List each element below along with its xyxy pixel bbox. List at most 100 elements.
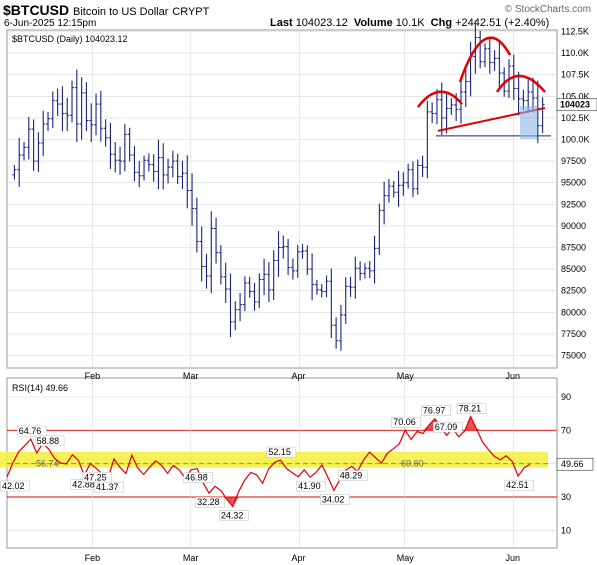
rsi-value-label: 46.98 — [185, 473, 208, 483]
price-bar — [233, 301, 238, 331]
rsi-value-label: 41.90 — [298, 481, 321, 491]
price-bar — [185, 155, 190, 209]
price-bar — [132, 145, 137, 182]
rsi-value-label-box — [320, 494, 350, 505]
price-bar — [46, 111, 51, 131]
price-bar — [391, 180, 396, 198]
rsi-value-label: 24.32 — [221, 510, 244, 520]
price-panel-frame — [6, 29, 558, 369]
symbol-title: $BTCUSD Bitcoin to US Dollar CRYPT — [3, 2, 209, 18]
price-tick-label: 90000 — [561, 221, 586, 231]
price-bar — [276, 231, 281, 277]
price-bar — [247, 276, 252, 298]
price-tick-label: 80000 — [561, 307, 586, 317]
price-bar — [362, 263, 367, 279]
price-bar — [334, 317, 339, 349]
price-bar — [55, 88, 60, 117]
price-bar — [372, 235, 377, 284]
price-bar — [290, 258, 295, 280]
price-bar — [228, 273, 233, 338]
rsi-value-label: 42.88 — [72, 480, 95, 490]
price-bar — [377, 203, 382, 256]
rsi-value-label: 70.06 — [393, 417, 416, 427]
price-bar — [79, 77, 84, 140]
price-bar — [98, 90, 103, 142]
price-bar — [17, 137, 22, 187]
rsi-month-label: Jun — [505, 553, 520, 563]
price-bar — [218, 245, 223, 285]
rsi-value-label-box — [296, 480, 326, 492]
price-bar — [108, 122, 113, 170]
rsi-tick-label: 70 — [561, 425, 571, 435]
exchange: CRYPT — [172, 6, 210, 18]
price-bar — [314, 279, 319, 295]
price-month-label: Jun — [505, 371, 520, 381]
price-bar — [449, 98, 454, 115]
price-bar — [386, 179, 391, 203]
price-month-label: Mar — [183, 371, 199, 381]
price-tick-label: 92500 — [561, 199, 586, 209]
price-bar — [492, 50, 497, 71]
price-bar — [137, 160, 142, 188]
price-tick-label: 85000 — [561, 264, 586, 274]
price-bar — [238, 292, 243, 322]
price-bar — [252, 282, 257, 311]
price-bar — [242, 276, 247, 312]
price-bar — [401, 172, 406, 196]
price-bar — [175, 153, 180, 185]
price-bar — [113, 142, 118, 173]
price-bar — [41, 110, 46, 157]
rsi-month-label: Apr — [292, 553, 306, 563]
head-arc — [458, 36, 512, 83]
rsi-overbought-fill — [423, 425, 429, 431]
right-shoulder-arc — [495, 74, 546, 93]
price-bar — [463, 66, 468, 108]
price-bar — [497, 41, 502, 91]
rsi-value-label: 78.21 — [459, 404, 482, 414]
rsi-value-label-box — [337, 470, 368, 481]
price-bar — [12, 165, 17, 180]
rsi-value-label-box — [195, 496, 225, 508]
price-bar — [94, 93, 99, 136]
rsi-value-label: 47.25 — [84, 472, 107, 482]
rsi-value-label: 42.51 — [506, 480, 529, 490]
rsi-tick-label: 10 — [561, 525, 571, 535]
price-month-label: Apr — [292, 371, 306, 381]
price-bar — [190, 173, 195, 226]
price-bar — [65, 97, 70, 132]
last-label: Last — [270, 17, 293, 29]
rsi-highlight-band: 56.74 60.60 — [0, 451, 548, 469]
rsi-value-label: 42.02 — [2, 481, 25, 491]
price-bar — [295, 244, 300, 278]
price-bar — [194, 197, 199, 253]
price-bar — [343, 277, 348, 324]
month-axis: Feb Feb Mar Mar Apr Apr May May Jun Jun — [85, 371, 520, 563]
price-bar — [439, 82, 444, 136]
price-bar — [458, 77, 463, 124]
rsi-value-label-box — [433, 421, 463, 433]
price-tick-label: 82500 — [561, 286, 586, 296]
rsi-value-label-box — [183, 472, 213, 483]
price-bar — [103, 119, 108, 147]
price-tick-label: 87500 — [561, 243, 586, 253]
rsi-value-label: 48.29 — [340, 471, 363, 481]
rsi-value-label: 32.28 — [197, 497, 220, 507]
price-bar — [31, 119, 36, 171]
price-bar — [300, 244, 305, 259]
price-bar — [60, 86, 65, 132]
rsi-month-label: May — [397, 553, 415, 563]
rsi-overbought-fill — [476, 428, 483, 431]
rsi-value-label: 41.37 — [96, 482, 119, 492]
rsi-last-tag-box — [556, 457, 594, 471]
price-bar — [281, 235, 286, 259]
price-bar — [444, 92, 449, 134]
price-axis: 75000 77500 80000 82500 85000 87500 90000 92500… — [556, 27, 597, 361]
price-bar — [396, 170, 401, 207]
rsi-tick-label: 30 — [561, 492, 571, 502]
rsi-value-label: 58.88 — [37, 436, 60, 446]
volume-label: Volume — [353, 17, 393, 29]
price-bar — [434, 89, 439, 125]
price-bar — [209, 211, 214, 294]
price-bar — [535, 80, 540, 144]
